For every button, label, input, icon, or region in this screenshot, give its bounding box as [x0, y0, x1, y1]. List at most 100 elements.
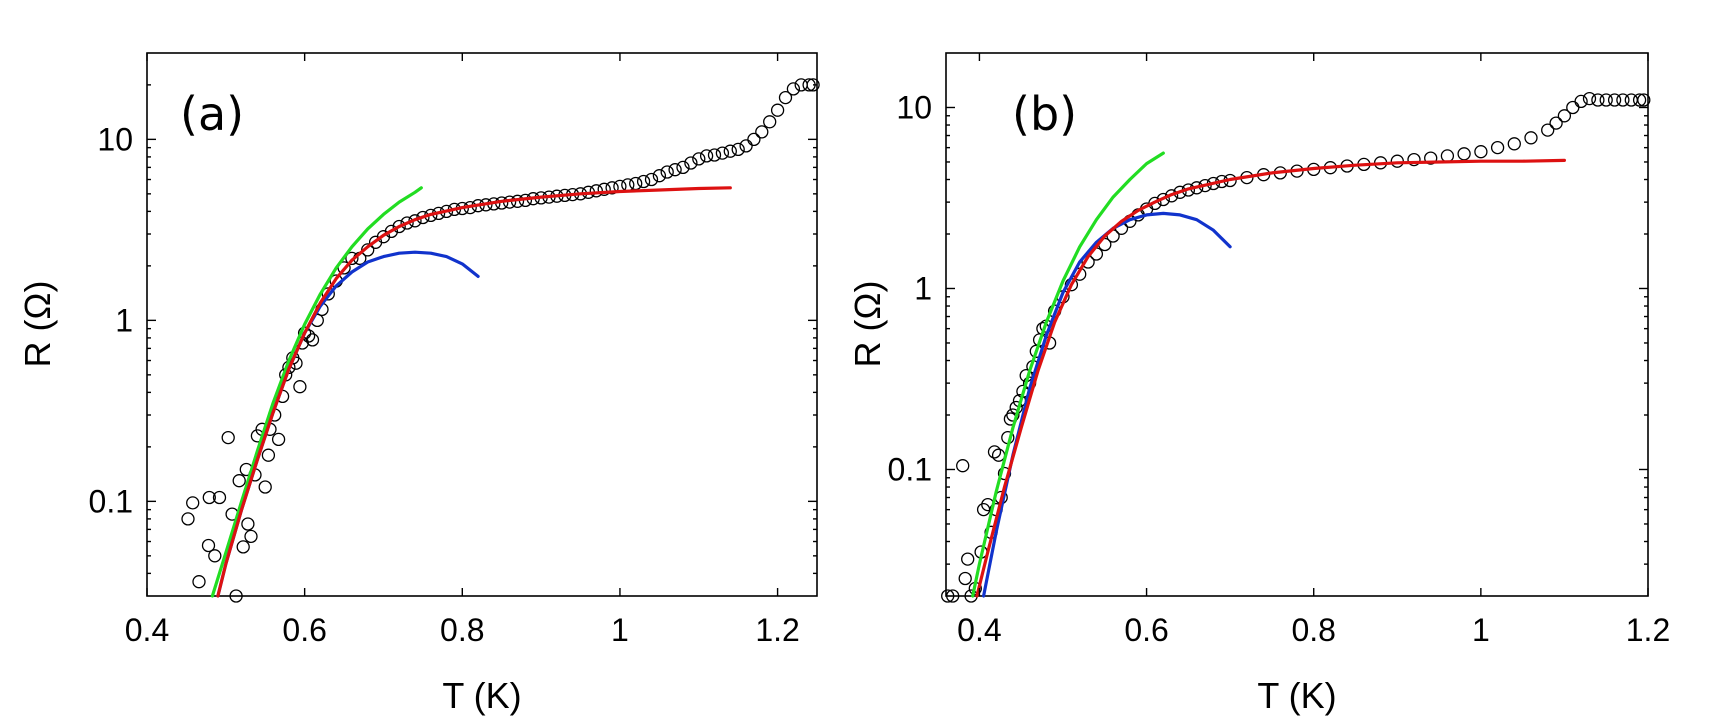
data-point	[202, 490, 216, 505]
axis-ticks	[146, 53, 817, 596]
data-point	[991, 448, 1006, 462]
data-point	[1507, 137, 1521, 151]
data-point	[305, 333, 320, 347]
data-point	[597, 182, 611, 196]
x-tick-label: 0.4	[125, 612, 169, 648]
data-point	[236, 540, 250, 554]
data-point	[400, 216, 414, 230]
x-axis-label: T (K)	[442, 675, 521, 716]
tick-labels: 0.4 0.6 0.8 1 1.2 0.1 1 10	[89, 121, 800, 648]
x-axis-label: T (K)	[1257, 675, 1336, 716]
y-tick-label: 0.1	[89, 483, 133, 519]
data-point	[345, 251, 359, 266]
data-point	[941, 589, 955, 603]
data-point	[258, 480, 272, 494]
x-tick-label: 0.8	[440, 612, 484, 648]
data-point	[208, 549, 222, 563]
data-point	[1457, 147, 1471, 161]
x-tick-label: 0.6	[1124, 612, 1168, 648]
y-tick-label: 0.1	[888, 451, 932, 487]
data-point	[201, 538, 216, 553]
data-point	[770, 103, 785, 117]
data-point	[1006, 408, 1020, 422]
tick-labels: 0.4 0.6 0.8 1 1.2 0.1 1 10	[888, 89, 1671, 648]
data-point	[192, 575, 206, 589]
data-point	[961, 552, 975, 566]
y-tick-label: 10	[896, 89, 932, 125]
data-point	[958, 571, 972, 586]
data-point	[261, 448, 276, 462]
x-tick-label: 0.6	[282, 612, 326, 648]
data-point	[707, 148, 722, 162]
data-point	[629, 176, 643, 191]
data-point	[946, 589, 960, 603]
data-point	[181, 512, 195, 526]
plot-frame	[945, 52, 1649, 597]
data-point	[1599, 93, 1613, 107]
plot-frame	[146, 52, 818, 597]
data-point	[956, 459, 970, 473]
data-point	[778, 90, 793, 105]
data-point	[684, 156, 698, 170]
data-point	[212, 490, 227, 505]
y-axis-label: R (Ω)	[847, 281, 888, 368]
data-point	[392, 219, 406, 234]
data-point	[652, 169, 667, 183]
data-point	[692, 152, 706, 166]
data-point	[723, 144, 737, 158]
fit-curves	[971, 151, 1566, 598]
data-point	[1524, 131, 1538, 145]
data-point	[229, 589, 243, 603]
data-point	[1557, 109, 1572, 123]
data-point	[1591, 93, 1605, 107]
data-point	[244, 529, 258, 544]
panel-a: 0.4 0.6 0.8 1 1.2 0.1 1 10 (a) T (K) R (Ω)	[17, 52, 820, 716]
data-point	[241, 517, 255, 531]
data-point	[806, 78, 820, 92]
data-point	[747, 132, 761, 147]
data-point	[605, 181, 619, 195]
data-point	[668, 163, 682, 177]
data-point	[1582, 91, 1597, 106]
data-point	[731, 142, 745, 157]
blue-fit-line	[216, 250, 480, 598]
data-point	[1574, 94, 1588, 109]
data-point	[715, 146, 730, 160]
x-tick-label: 1.2	[755, 612, 799, 648]
panel-label: (a)	[180, 87, 244, 141]
data-point	[293, 380, 307, 394]
data-point	[1407, 152, 1421, 167]
data-point	[589, 184, 603, 198]
data-point	[1566, 100, 1580, 115]
red-fit-line	[216, 186, 732, 598]
fit-curves	[210, 186, 732, 598]
panel-b: 0.4 0.6 0.8 1 1.2 0.1 1 10 (b) T (K) R (Ω)	[847, 52, 1671, 716]
y-tick-label: 1	[115, 302, 133, 338]
data-point	[1474, 145, 1488, 159]
data-point	[739, 139, 753, 153]
data-point	[1616, 93, 1630, 107]
data-point	[763, 115, 777, 129]
data-point	[786, 82, 801, 96]
red-fit-line	[975, 158, 1566, 598]
green-fit-line	[971, 151, 1165, 598]
x-tick-label: 0.4	[957, 612, 1001, 648]
y-axis-label: R (Ω)	[17, 281, 58, 368]
data-point	[1541, 123, 1555, 137]
data-point	[221, 430, 235, 445]
axis-ticks	[946, 53, 1649, 596]
data-point	[186, 496, 200, 510]
x-tick-label: 1	[611, 612, 629, 648]
data-point	[1632, 93, 1647, 107]
x-tick-label: 1	[1472, 612, 1490, 648]
data-point	[755, 125, 769, 139]
data-point	[232, 474, 246, 488]
data-point	[660, 165, 674, 179]
data-point	[699, 149, 714, 163]
data-point	[1424, 151, 1438, 165]
data-point	[644, 172, 659, 187]
data-point	[1637, 93, 1651, 107]
data-point	[987, 445, 1002, 459]
data-point	[1440, 149, 1455, 163]
